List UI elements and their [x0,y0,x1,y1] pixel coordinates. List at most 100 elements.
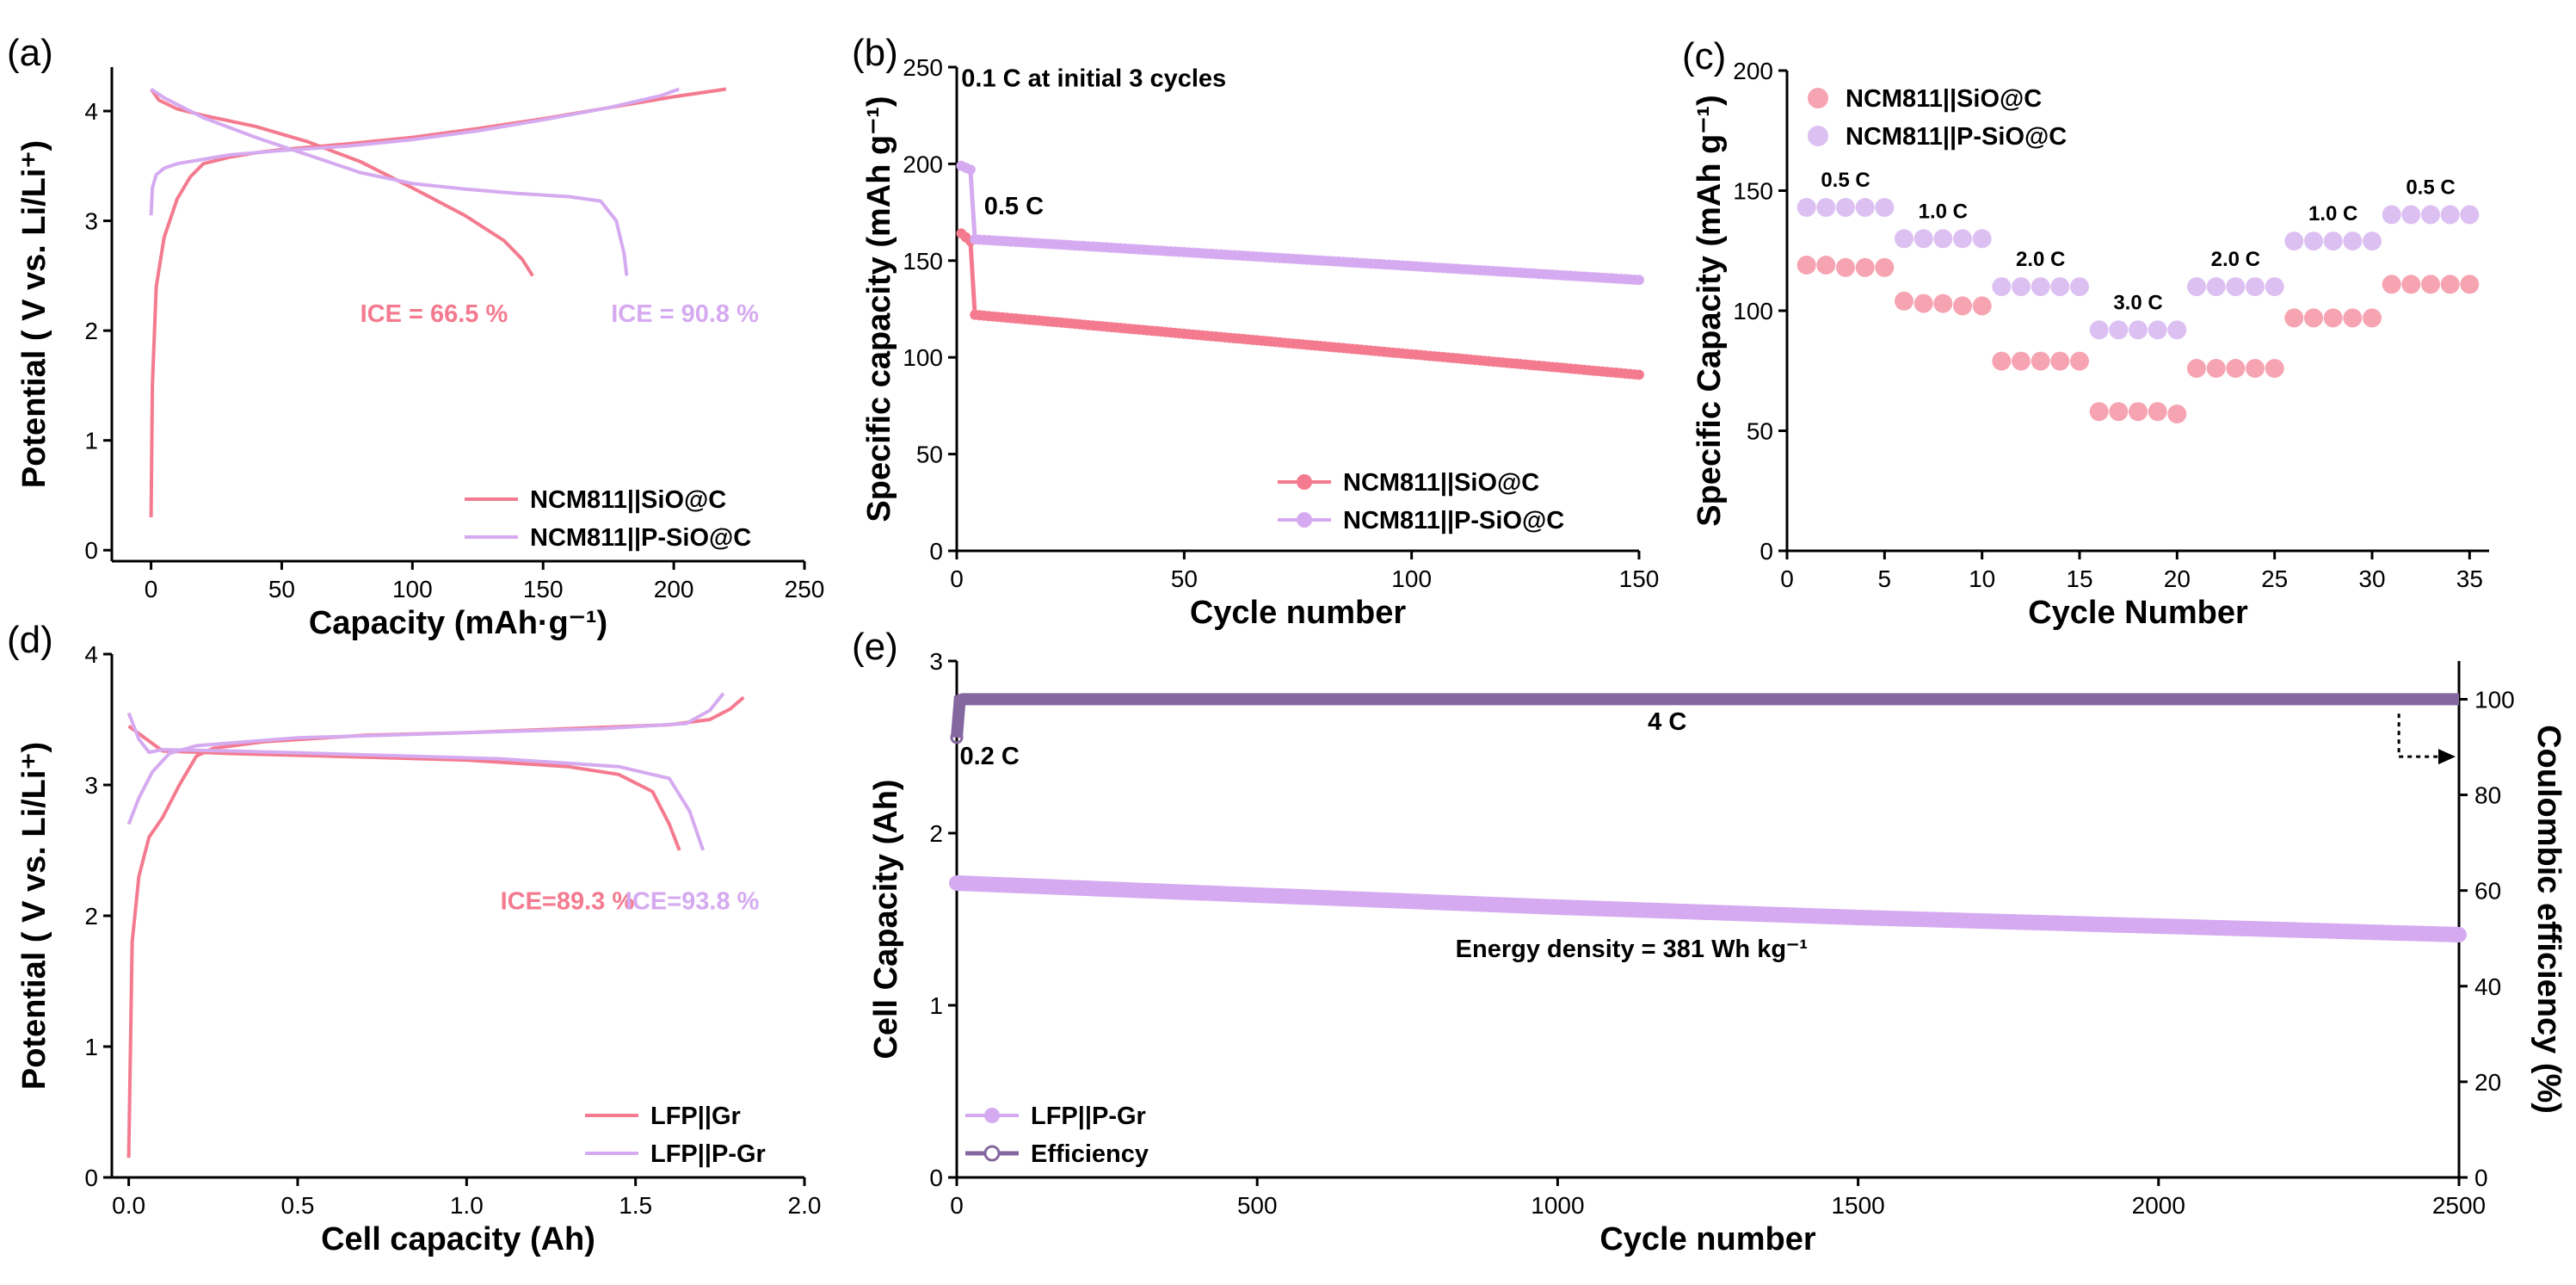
data-point-series-1 [1816,198,1836,217]
x-tick-label: 1.0 [450,1192,484,1219]
data-point-series-0 [2246,359,2265,378]
chart-note: 0.2 C [959,743,1019,770]
data-point-series-0 [2070,351,2089,371]
x-tick-label: 5 [1878,565,1892,592]
data-point-series-0 [2382,275,2401,294]
data-point-series-0 [2226,359,2246,378]
data-point-series-0 [1855,257,1875,277]
data-point-series-0 [1816,256,1836,275]
y-tick-label: 3 [84,208,98,235]
charge-curve-series-0 [126,695,745,1158]
x-tick-label: 1.5 [619,1192,652,1219]
rate-label: 2.0 C [2211,248,2260,271]
legend-label: LFP||Gr [650,1103,741,1130]
data-point-series-1 [2089,320,2109,340]
x-tick-label: 25 [2261,565,2288,592]
rate-label: 3.0 C [2113,291,2162,314]
legend-marker-0 [1297,474,1312,490]
legend-marker-1 [1808,126,1828,146]
data-point-series-0 [2050,351,2070,371]
legend-label: NCM811||P-SiO@C [530,524,751,552]
data-point-series-0 [2265,359,2284,378]
x-axis-label: Cycle number [1190,595,1407,631]
x-tick-label: 0.0 [112,1192,145,1219]
y-tick-label: 0 [929,538,943,565]
y-tick-label: 250 [903,54,943,81]
data-point-series-0 [1972,296,1992,316]
data-point-series-1 [2343,232,2363,251]
data-point-series-1 [2265,277,2284,297]
data-point-series-1 [1914,229,1933,249]
x-tick-label: 150 [1619,565,1660,592]
x-tick-label: 50 [1171,565,1198,592]
y-tick-label: 3 [929,648,943,675]
data-point [1634,369,1644,380]
data-point-series-1 [1992,277,2012,297]
data-point-series-1 [2284,232,2304,251]
data-point-series-0 [1796,256,1816,275]
data-point-series-1 [2421,205,2440,225]
data-point-series-1 [2129,320,2148,340]
data-point-series-0 [2167,405,2187,423]
legend-label: NCM811||SiO@C [530,486,726,514]
data-point-series-1 [1836,198,1855,217]
data-point-series-0 [2187,359,2206,378]
discharge-curve-series-0 [127,724,681,851]
x-tick-label: 2.0 [788,1192,822,1219]
data-point-series-1 [2167,320,2187,340]
y2-tick-label: 40 [2474,973,2501,1000]
data-point-series-0 [2129,402,2148,422]
x-tick-label: 150 [523,576,564,602]
y-tick-label: 0 [84,537,98,564]
chart-panel-b: 0 50 100 150 0 50 100 150 200 250 Cycle number Spec… [852,32,1659,631]
x-axis-label: Capacity (mAh·g⁻¹) [309,605,607,641]
data-point-series-1 [2109,320,2129,340]
axis-pointer-arrow [2397,714,2445,758]
data-point-series-1 [1895,229,1914,249]
data-point-series-0 [1992,351,2012,371]
legend-label: Efficiency [1031,1140,1149,1168]
rate-label: 0.5 C [1821,169,1870,192]
data-point-series-1 [2460,205,2480,225]
y-tick-label: 2 [84,318,98,344]
y-tick-label: 2 [929,820,943,847]
capacity-point [1250,888,1265,902]
chart-note: 0.1 C at initial 3 cycles [961,65,1226,92]
y2-tick-label: 0 [2474,1165,2488,1191]
x-axis-label: Cycle Number [2028,595,2248,631]
y-axis-label: Potential ( V vs. Li/Li⁺) [16,140,52,488]
y-tick-label: 50 [1747,418,1773,445]
ice-annotation: ICE=89.3 % [501,887,635,915]
y-tick-label: 200 [1733,58,1773,84]
x-tick-label: 2500 [2432,1192,2486,1219]
capacity-point [2452,928,2466,942]
x-tick-label: 10 [1969,565,1995,592]
panel-label: (d) [7,619,53,661]
data-point-series-1 [1875,198,1895,217]
charge-curve-series-1 [126,692,725,825]
y-axis-label: Cell Capacity (Ah) [868,779,904,1059]
y-tick-label: 100 [903,344,943,371]
rate-label: 2.0 C [2016,248,2065,271]
data-point-series-0 [2012,351,2031,371]
data-point-series-0 [1875,257,1895,277]
ice-annotation: ICE=93.8 % [626,887,760,915]
data-point-series-0 [1914,293,1933,313]
capacity-point [1851,911,1865,924]
data-point [964,164,976,176]
x-axis-label: Cycle number [1599,1221,1816,1257]
x-tick-label: 30 [2358,565,2385,592]
x-tick-label: 50 [268,576,295,602]
arrow-head [2438,749,2456,765]
legend-marker-1 [983,1145,1001,1162]
x-tick-label: 15 [2066,565,2092,592]
x-tick-label: 200 [654,576,694,602]
data-point-series-0 [2109,402,2129,422]
data-point-series-1 [2363,232,2382,251]
x-tick-label: 1000 [1531,1192,1584,1219]
data-point-series-0 [2363,308,2382,328]
legend-marker-1 [1297,512,1312,528]
data-point-series-1 [1953,229,1972,249]
data-point-series-0 [2284,308,2304,328]
